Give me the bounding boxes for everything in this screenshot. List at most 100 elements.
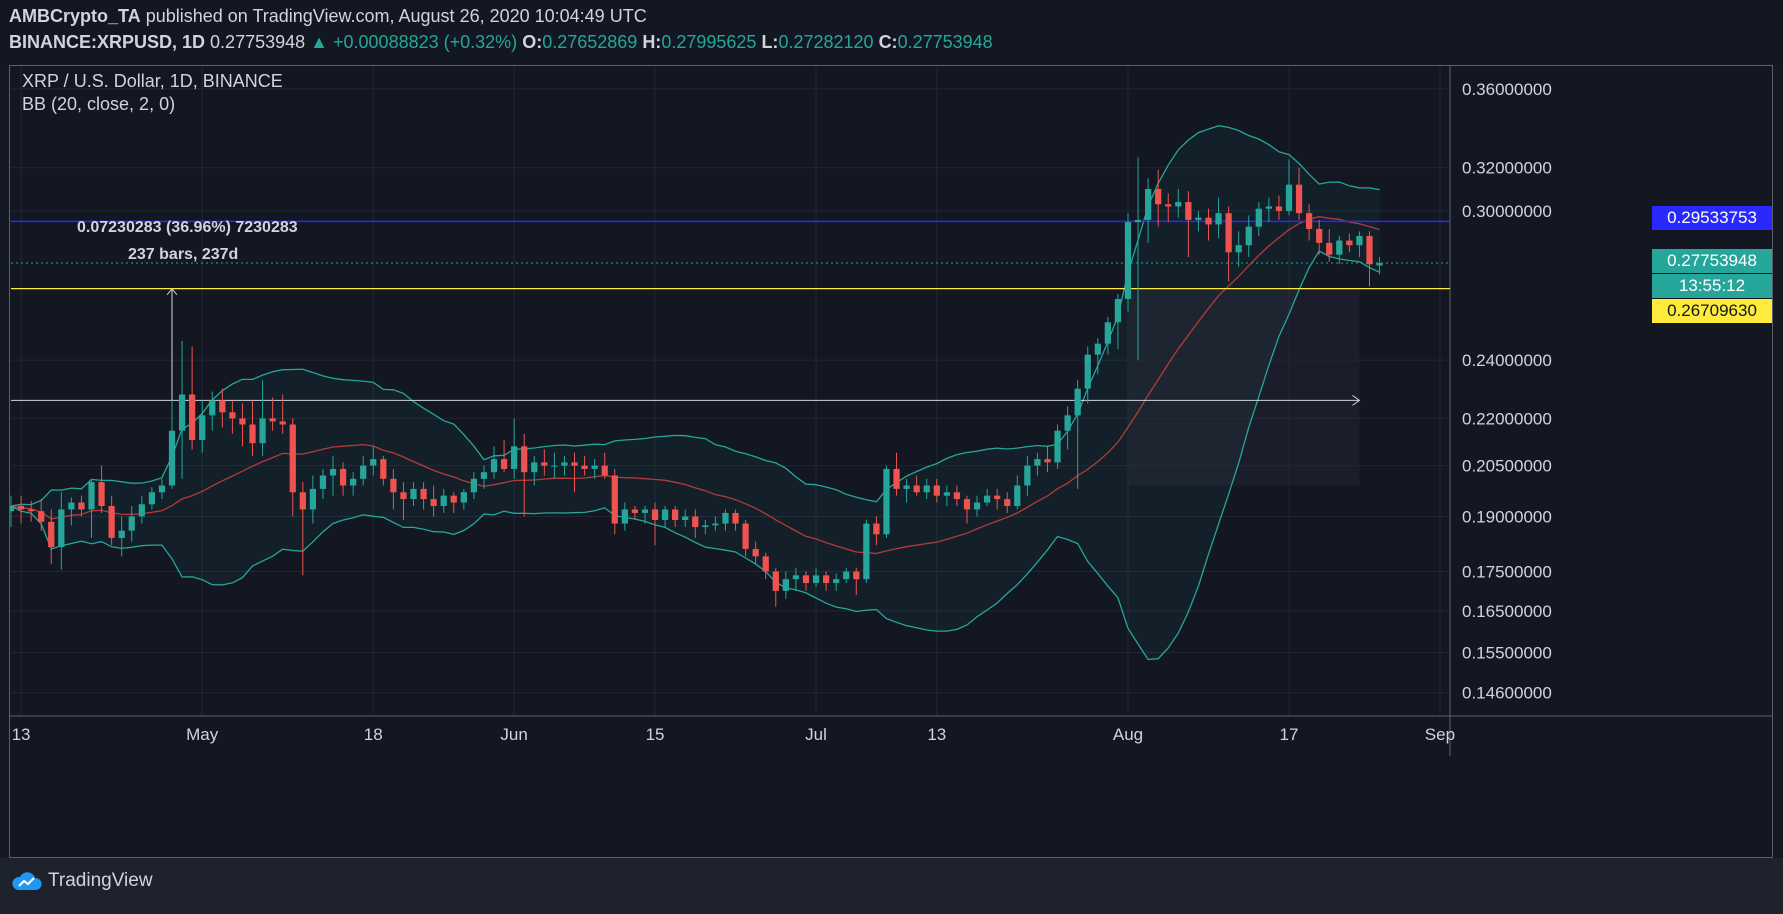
candle-body — [430, 499, 437, 506]
candle-body — [802, 575, 810, 584]
blue-line-price-label: 0.29533753 — [1652, 206, 1772, 230]
candle-body — [58, 509, 65, 548]
candle-body — [833, 579, 840, 584]
up-triangle-icon: ▲ — [310, 32, 328, 52]
candle-body — [480, 472, 488, 479]
candle-body — [521, 446, 528, 473]
x-tick-label: May — [186, 725, 219, 744]
candle-body — [591, 465, 598, 469]
y-tick-label: 0.32000000 — [1462, 159, 1552, 178]
candle-body — [350, 478, 357, 486]
arrow-up-icon — [166, 288, 178, 296]
chart-frame[interactable]: 0.36000000 0.32000000 0.30000000 0.24000000… — [9, 65, 1773, 858]
close-label: C: — [878, 32, 898, 52]
candle-body — [863, 523, 870, 580]
tradingview-logo[interactable]: TradingView — [10, 870, 153, 892]
candle-body — [38, 511, 45, 522]
candle-body — [672, 509, 679, 520]
candle-body — [108, 505, 115, 538]
candle-body — [1275, 206, 1283, 211]
indicator-legend[interactable]: BB (20, close, 2, 0) — [22, 94, 176, 114]
candle-body — [1215, 213, 1222, 225]
x-tick-label: Aug — [1113, 725, 1143, 744]
candle-body — [138, 504, 145, 517]
candle-body — [641, 509, 649, 513]
open-label: O: — [522, 32, 543, 52]
cloud-icon — [12, 872, 42, 890]
tradingview-brand: TradingView — [48, 870, 153, 891]
candle-body — [732, 512, 739, 524]
candle-body — [1285, 184, 1293, 211]
candle-body — [541, 462, 548, 466]
candle-body — [279, 421, 286, 425]
x-tick-label: Jul — [805, 725, 827, 744]
publisher-line: AMBCrypto_TA published on TradingView.co… — [9, 6, 647, 27]
candle-body — [360, 465, 367, 479]
candle-body — [1014, 485, 1021, 506]
candle-body — [1034, 459, 1041, 466]
candle-body — [1195, 217, 1202, 220]
footer: TradingView — [0, 858, 1783, 914]
candle-body — [1245, 226, 1252, 246]
candle-body — [772, 571, 779, 591]
candle-body — [299, 492, 306, 510]
y-tick-label: 0.22000000 — [1462, 409, 1552, 428]
candle-body — [1175, 202, 1182, 207]
candle-body — [1084, 354, 1091, 389]
candle-body — [712, 523, 719, 526]
bollinger-basis — [10, 216, 1380, 555]
candle-body — [782, 579, 789, 591]
yellow-line-price-label: 0.26709630 — [1652, 299, 1772, 323]
header: AMBCrypto_TA published on TradingView.co… — [0, 0, 1783, 64]
candle-body — [943, 492, 950, 496]
candle-body — [1376, 263, 1383, 266]
bollinger-upper-band — [10, 125, 1380, 507]
candle-body — [1225, 213, 1232, 253]
price-chart[interactable]: 0.36000000 0.32000000 0.30000000 0.24000000… — [10, 66, 1772, 857]
candle-body — [994, 495, 1001, 500]
candle-body — [229, 412, 236, 419]
candle-body — [762, 556, 769, 572]
y-tick-label: 0.17500000 — [1462, 562, 1552, 581]
chart-legend-title[interactable]: XRP / U.S. Dollar, 1D, BINANCE — [22, 71, 283, 91]
candle-body — [219, 400, 226, 413]
open-value: 0.27652869 — [542, 32, 638, 52]
candle-body — [1054, 430, 1061, 463]
candle-body — [561, 462, 568, 466]
candle-body — [148, 492, 156, 505]
candle-body — [128, 516, 135, 531]
candle-body — [853, 571, 860, 580]
candle-body — [1326, 242, 1333, 255]
candle-body — [500, 459, 508, 469]
candle-body — [1104, 322, 1111, 344]
candle-body — [98, 482, 105, 506]
candle-body — [490, 459, 498, 473]
y-tick-label: 0.20500000 — [1462, 457, 1552, 476]
x-tick-label: 17 — [1280, 725, 1299, 744]
x-tick-label: 13 — [12, 725, 31, 744]
candle-body — [309, 488, 317, 510]
candle-body — [1346, 240, 1353, 246]
candle-body — [1165, 204, 1172, 207]
x-tick-label: Sep — [1425, 725, 1455, 744]
candle-body — [1114, 298, 1122, 323]
candle-body — [631, 509, 639, 513]
candle-body — [1295, 184, 1303, 214]
low-value: 0.27282120 — [778, 32, 874, 52]
bollinger-lower-band — [10, 250, 1380, 661]
candle-body — [1004, 499, 1011, 506]
candle-body — [551, 465, 558, 467]
candle-body — [78, 502, 85, 510]
candle-body — [883, 468, 890, 535]
ohlc-line: BINANCE:XRPUSD, 1D 0.27753948 ▲ +0.00088… — [9, 32, 993, 53]
candle-body — [903, 485, 910, 489]
candle-body — [682, 516, 689, 520]
candle-body — [1134, 219, 1142, 223]
candle-body — [1024, 465, 1031, 486]
candle-body — [158, 485, 166, 493]
candle-body — [601, 465, 608, 476]
candle-body — [661, 509, 669, 520]
candle-body — [209, 400, 216, 416]
publisher-name[interactable]: AMBCrypto_TA — [9, 6, 141, 26]
candle-body — [400, 492, 407, 500]
